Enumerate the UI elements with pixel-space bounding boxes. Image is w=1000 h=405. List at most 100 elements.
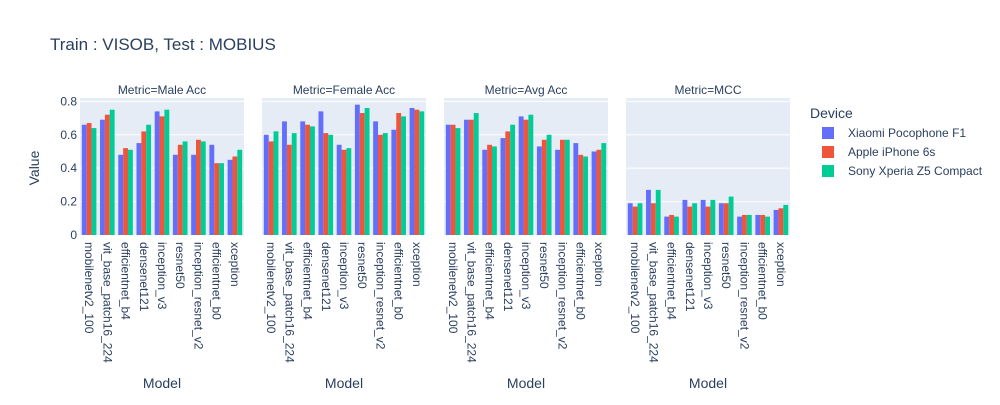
x-tick-label: efficientnet_b4: [301, 242, 315, 320]
x-tick-label: densenet121: [501, 242, 515, 312]
facet-title: Metric=Avg Acc: [485, 83, 568, 97]
bar: [655, 189, 661, 235]
bar: [104, 114, 110, 235]
x-tick-label: vit_base_patch16_224: [100, 242, 114, 363]
bar: [765, 216, 770, 235]
x-tick-label: inception_resnet_v2: [555, 242, 569, 350]
bar: [154, 111, 160, 235]
bar: [164, 109, 170, 235]
facet-panel: Metric=Female Acc mobilenetv2_100 vit_base…: [262, 83, 426, 391]
bar: [742, 214, 747, 235]
x-tick-label: xception: [228, 242, 242, 287]
bar: [473, 113, 479, 235]
legend-swatch: [822, 146, 834, 158]
bar: [673, 216, 679, 235]
x-tick-label: inception_v3: [155, 242, 169, 310]
bar: [191, 154, 197, 235]
bar: [737, 216, 743, 235]
x-tick-label: xception: [774, 242, 788, 287]
bar: [309, 126, 315, 235]
facet-panel: Metric=MCC mobilenetv2_100 vit_base_patch1…: [626, 83, 790, 391]
bar: [91, 128, 97, 235]
bar: [455, 128, 461, 235]
x-tick-label: resnet50: [173, 242, 187, 289]
chart-title: Train : VISOB, Test : MOBIUS: [50, 35, 276, 54]
bar: [528, 114, 534, 235]
bar: [182, 141, 188, 235]
x-tick-label: xception: [410, 242, 424, 287]
bar: [141, 131, 147, 235]
bar: [378, 134, 383, 235]
x-tick-label: efficientnet_b4: [483, 242, 497, 320]
bar: [700, 199, 706, 235]
x-tick-label: efficientnet_b0: [756, 242, 770, 320]
bar: [200, 141, 206, 235]
bar: [146, 124, 152, 235]
bar: [100, 119, 105, 235]
bar: [172, 154, 178, 235]
x-tick-label: densenet121: [683, 242, 697, 312]
bar: [323, 133, 329, 235]
bar: [627, 203, 633, 235]
bar: [637, 203, 643, 235]
bar: [723, 203, 729, 235]
x-tick-label: vit_base_patch16_224: [464, 242, 478, 363]
facet-panel: Metric=Male Acc mobilenetv2_100 vit_base_p…: [80, 83, 244, 391]
x-tick-label: densenet121: [319, 242, 333, 312]
bar: [136, 143, 142, 235]
x-axis-title: Model: [325, 375, 363, 391]
bar: [232, 156, 238, 235]
legend-label: Apple iPhone 6s: [848, 145, 935, 159]
panels-layer: Metric=Male Acc mobilenetv2_100 vit_base_p…: [60, 83, 790, 391]
bar: [268, 141, 274, 235]
bar: [127, 149, 133, 235]
bar: [263, 134, 269, 235]
x-tick-label: resnet50: [719, 242, 733, 289]
x-tick-label: inception_resnet_v2: [191, 242, 205, 350]
legend-swatch: [822, 127, 834, 139]
bar: [664, 216, 670, 235]
bar: [518, 116, 524, 235]
x-tick-label: efficientnet_b0: [210, 242, 224, 320]
bar: [692, 203, 698, 235]
bar: [560, 139, 565, 235]
bar: [510, 124, 516, 235]
bar: [596, 149, 602, 235]
legend-swatch: [822, 165, 834, 177]
bar: [491, 146, 497, 235]
bar: [364, 108, 370, 235]
bar: [328, 134, 334, 235]
bar: [445, 124, 451, 235]
legend-label: Sony Xperia Z5 Compact: [848, 164, 983, 178]
bar: [86, 123, 92, 235]
bar: [359, 113, 365, 235]
x-tick-label: resnet50: [537, 242, 551, 289]
bar: [346, 148, 352, 235]
facet-title: Metric=MCC: [674, 83, 741, 97]
bar: [409, 108, 415, 235]
bar: [573, 143, 579, 235]
bar: [464, 119, 469, 235]
bar: [214, 163, 220, 235]
x-tick-label: inception_v3: [337, 242, 351, 310]
y-tick-label: 0.4: [60, 161, 77, 175]
x-tick-label: vit_base_patch16_224: [646, 242, 660, 363]
bar: [118, 154, 124, 235]
bar: [237, 149, 243, 235]
facet-panel: Metric=Avg Acc mobilenetv2_100 vit_base_pa…: [444, 83, 608, 391]
bar: [778, 208, 784, 235]
bar: [487, 144, 492, 235]
bar: [286, 144, 292, 235]
legend-title: Device: [810, 105, 853, 121]
bar: [81, 124, 87, 235]
bar: [123, 148, 128, 235]
bar: [564, 139, 570, 235]
bar: [396, 113, 402, 235]
bar: [414, 109, 420, 235]
x-tick-label: mobilenetv2_100: [446, 242, 460, 334]
bar: [546, 134, 552, 235]
bar: [219, 163, 224, 235]
x-tick-label: xception: [592, 242, 606, 287]
x-tick-label: inception_v3: [701, 242, 715, 310]
bar: [500, 138, 506, 235]
